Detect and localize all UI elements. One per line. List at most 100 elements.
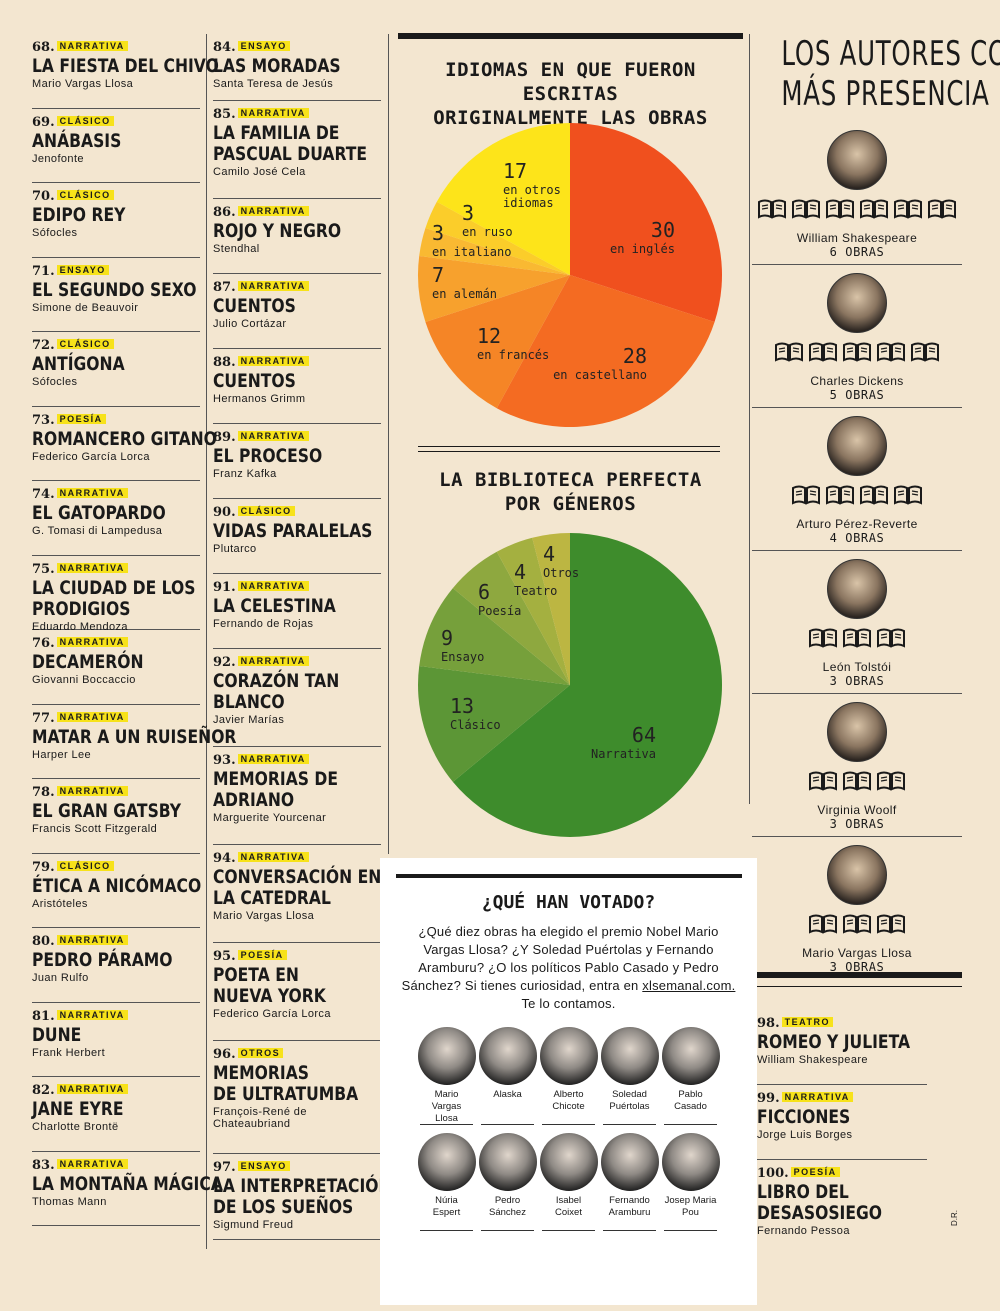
languages-chart-title: IDIOMAS EN QUE FUERON ESCRITAS ORIGINALM… — [398, 58, 743, 130]
authors-panel-title: LOS AUTORES CON — [781, 34, 1000, 74]
pie-category-label: Teatro — [514, 584, 557, 598]
book-entry: 83. NARRATIVA LA MONTAÑA MÁGICA Thomas Ma… — [32, 1152, 223, 1226]
genre-badge: TEATRO — [781, 1017, 833, 1027]
top-rule — [398, 33, 743, 39]
voter-name-line: Josep Maria — [664, 1195, 717, 1206]
voter-name-line: Alberto — [553, 1089, 584, 1100]
book-entry: 97. ENSAYO LA INTERPRETACIÓN DE LOS SUEÑOS… — [213, 1154, 392, 1240]
author-portrait — [827, 130, 887, 190]
book-title-line: MATAR A UN RUISEÑOR — [32, 725, 237, 748]
book-icon — [842, 341, 872, 368]
voter-name-line: Fernando — [609, 1195, 650, 1206]
book-author: Sófocles — [32, 376, 78, 388]
book-title-line: LAS MORADAS — [213, 55, 341, 77]
genre-badge: NARRATIVA — [56, 637, 128, 647]
book-author: François-René de Chateaubriand — [213, 1106, 307, 1130]
column-divider — [388, 34, 389, 854]
pie-slice-label: 7en alemán — [432, 263, 497, 301]
chart-divider — [418, 451, 720, 452]
pie-category-label: Ensayo — [441, 650, 484, 664]
author-works-count: 3 OBRAS — [829, 674, 885, 688]
book-author: Camilo José Cela — [213, 166, 306, 178]
voter-name: Fernando Aramburu — [603, 1195, 656, 1231]
voter-name-line: Sánchez — [489, 1207, 526, 1218]
chart-title-line: LA BIBLIOTECA PERFECTA — [439, 469, 702, 491]
author-portrait — [827, 273, 887, 333]
book-icon — [910, 341, 940, 368]
book-entry: 87. NARRATIVA CUENTOS Julio Cortázar — [213, 274, 381, 349]
book-author: G. Tomasi di Lampedusa — [32, 525, 163, 537]
genre-badge: NARRATIVA — [237, 852, 309, 862]
pie-category-label: en alemán — [432, 287, 497, 301]
author-books-count-icons — [752, 484, 962, 511]
book-number: 91. — [213, 580, 236, 595]
book-number: 87. — [213, 280, 236, 295]
book-number: 98. — [757, 1016, 780, 1031]
book-title-line: ROMEO Y JULIETA — [757, 1031, 911, 1053]
book-icon — [825, 198, 855, 225]
book-number: 76. — [32, 636, 55, 651]
book-number: 83. — [32, 1157, 55, 1173]
genre-badge: NARRATIVA — [56, 1158, 128, 1169]
book-title-line: EL GRAN GATSBY — [32, 800, 182, 822]
book-entry: 90. CLÁSICO VIDAS PARALELAS Plutarco — [213, 499, 381, 574]
voter-name-line: Coixet — [555, 1207, 582, 1218]
voter: Mario Vargas Llosa — [416, 1027, 477, 1125]
pie-value-label: 6 — [478, 580, 490, 604]
pie-category-label: en inglés — [610, 242, 675, 256]
book-title-line: JANE EYRE — [32, 1098, 124, 1120]
pie-slice — [496, 537, 570, 685]
book-entry: 81. NARRATIVA DUNE Frank Herbert — [32, 1003, 200, 1077]
book-title-line: ROMANCERO GITANO — [32, 427, 217, 450]
book-title-line: CORAZÓN TAN — [213, 670, 340, 692]
voter-name-line: Espert — [432, 1207, 461, 1218]
voted-panel: ¿QUÉ HAN VOTADO? ¿Qué diez obras ha eleg… — [380, 858, 757, 1305]
book-entry: 70. CLÁSICO EDIPO REY Sófocles — [32, 183, 200, 258]
genre-badge: NARRATIVA — [237, 281, 309, 291]
book-author: Javier Marías — [213, 714, 285, 726]
book-number: 96. — [213, 1047, 236, 1062]
voter: Pablo Casado — [660, 1027, 721, 1125]
pie-category-label: idiomas — [503, 196, 554, 210]
genre-badge: NARRATIVA — [237, 656, 309, 666]
book-entry: 91. NARRATIVA LA CELESTINA Fernando de Ro… — [213, 574, 381, 649]
voter-name: Soledad Puértolas — [603, 1089, 656, 1125]
voter: Fernando Aramburu — [599, 1133, 660, 1231]
book-title-line: PASCUAL DUARTE — [213, 143, 368, 165]
voter-name-line: Soledad — [612, 1089, 647, 1100]
book-title-line: CUENTOS — [213, 295, 296, 317]
book-entry: 99. NARRATIVA FICCIONES Jorge Luis Borges — [757, 1085, 927, 1160]
book-number: 94. — [213, 851, 236, 866]
book-author: Jenofonte — [32, 152, 84, 165]
pie-value-label: 4 — [543, 542, 555, 566]
author-card: Mario Vargas Llosa 3 OBRAS — [752, 837, 962, 980]
voted-text-body: ¿Qué diez obras ha elegido el premio Nob… — [401, 924, 719, 993]
voter-name-line: Pablo — [678, 1089, 703, 1100]
genre-badge: NARRATIVA — [56, 488, 128, 498]
voted-link[interactable]: xlsemanal.com. — [642, 978, 736, 993]
book-number: 85. — [213, 107, 236, 122]
book-title-line: LA CATEDRAL — [213, 887, 331, 909]
genre-badge: NARRATIVA — [56, 711, 128, 722]
genre-badge: NARRATIVA — [237, 206, 309, 216]
genres-chart-title: LA BIBLIOTECA PERFECTA POR GÉNEROS — [398, 468, 743, 516]
genre-badge: NARRATIVA — [237, 108, 309, 118]
voter-name: Pablo Casado — [664, 1089, 717, 1125]
book-title-line: BLANCO — [213, 691, 285, 713]
book-icon — [893, 198, 923, 225]
authors-panel-title: MÁS PRESENCIA — [781, 74, 990, 114]
book-entry: 78. NARRATIVA EL GRAN GATSBY Francis Scot… — [32, 779, 200, 854]
book-icon — [842, 770, 872, 797]
book-entry: 84. ENSAYO LAS MORADAS Santa Teresa de Je… — [213, 34, 381, 101]
book-entry: 100. POESÍA LIBRO DEL DESASOSIEGO Fernando… — [757, 1160, 927, 1248]
book-author: Sófocles — [32, 227, 78, 239]
chart-title-line: IDIOMAS EN QUE FUERON ESCRITAS — [445, 59, 696, 105]
book-author: Mario Vargas Llosa — [32, 78, 134, 90]
book-entry: 89. NARRATIVA EL PROCESO Franz Kafka — [213, 424, 381, 499]
book-list-column-4: 98. TEATRO ROMEO Y JULIETA William Shakes… — [757, 1010, 927, 1248]
